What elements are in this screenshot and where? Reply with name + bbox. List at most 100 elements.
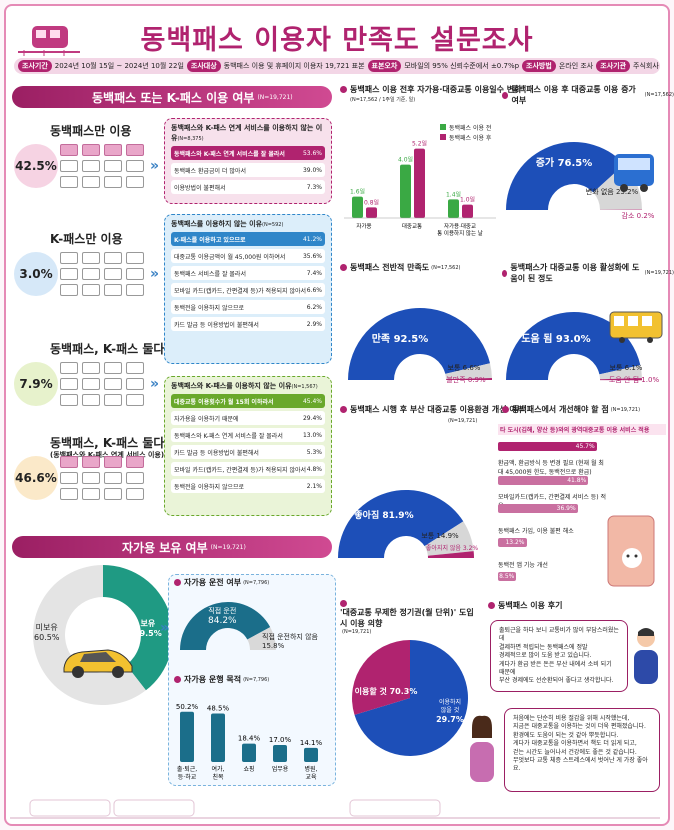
- reason-label: 동백패스와 K-패스 연계 서비스를 잘 몰라서: [174, 432, 283, 440]
- reason-value: 53.6%: [302, 149, 322, 157]
- gauge-label: 좋아지지 않음 3.2%: [426, 544, 478, 552]
- satisfaction-gauge: 만족 92.5% 보통 6.6% 불만족 0.9%: [348, 308, 492, 384]
- purpose-bar-label: 등·하교: [178, 773, 197, 781]
- improve-label: 동백패스 가입, 이용 불편 해소: [498, 528, 574, 535]
- info-text: 모바일의 95% 신뢰수준에서 ±0.7%p: [404, 62, 520, 70]
- purpose-n: (N=7,796): [243, 676, 270, 683]
- pie-slice: [352, 640, 410, 715]
- reason-row: 자가용을 이용하기 때문에 29.4%: [171, 411, 325, 425]
- info-text: 주식회사 서던포스트: [633, 62, 660, 70]
- chart2-title-text: 동백패스 이용 후 대중교통 이용 증가 여부: [511, 85, 636, 105]
- reason-label: 대중교통 이용횟수가 월 15회 이하라서: [174, 398, 274, 406]
- arrow-icon: »: [160, 620, 170, 636]
- bullet-icon: [502, 406, 509, 413]
- chart1-title-text: 동백패스 이용 전후 자가용·대중교통 이용일수 변화: [350, 85, 522, 94]
- car-ownership-donut: [33, 565, 174, 705]
- reason-value: 4.8%: [306, 465, 322, 473]
- reason-row: 대중교통 이용횟수가 월 15회 이하라서 45.4%: [171, 394, 325, 408]
- reason-value: 2.1%: [306, 482, 322, 490]
- gauge-slice: [445, 363, 492, 380]
- improve-bar: 36.9%: [498, 504, 578, 513]
- car-no-value: 60.5%: [34, 633, 60, 642]
- donut-slice-보유: [103, 565, 174, 691]
- reason-row: K-패스를 이용하고 있으므로 41.2%: [171, 232, 325, 246]
- bus-icon: [614, 154, 654, 192]
- review-line: 결제하면 적립되는 동백패스에 정말: [499, 643, 588, 651]
- pie-slice: [354, 640, 468, 756]
- transit-card-icon: [60, 176, 78, 188]
- reason-label: 카드 발급 등 이용방법이 불편해서: [174, 321, 259, 329]
- bullet-icon: [340, 406, 347, 413]
- transit-card-icon: [82, 362, 100, 374]
- improve-list: 타 도시(김해, 양산 등)와의 광역대중교통 이용 서비스 적용 45.7% 환급…: [498, 420, 668, 590]
- purpose-bar-label: 업무용: [272, 765, 289, 773]
- reason-label: 카드 발급 등 이용방법이 불편해서: [174, 449, 259, 457]
- reason-value: 39.0%: [302, 166, 322, 174]
- reason-title-text: 동백패스와 K-패스 연계 서비스를 이용하지 않는 이유: [171, 124, 323, 142]
- info-tag: 조사대상: [186, 60, 221, 72]
- legend-before-text: 동백패스 이용 전: [449, 125, 492, 132]
- transit-card-icon: [60, 252, 78, 264]
- environment-gauge: 좋아짐 81.9% 보통 14.9% 좋아지지 않음 3.2%: [338, 490, 478, 558]
- review-line: 지금은 대중교통을 이용하는 것이 더욱 편해졌습니다.: [513, 723, 646, 731]
- chart4-title-text: 동백패스가 대중교통 이용 활성화에 도움이 된 정도: [510, 263, 640, 283]
- car-icon: [63, 649, 133, 678]
- usage-title: 동백패스 또는 K-패스 이용 여부: [92, 90, 255, 105]
- gauge-label: 만족 92.5%: [372, 332, 429, 345]
- chart6-title: 동백패스에서 개선해야 할 점 (N=19,721): [502, 404, 640, 415]
- days-bar: [352, 196, 363, 218]
- reason-value: 29.4%: [302, 414, 322, 422]
- info-tag: 표본오차: [367, 60, 402, 72]
- reason-label: 동백전을 이용하지 않으므로: [174, 483, 245, 491]
- transit-card-icon: [104, 472, 122, 484]
- transit-card-icon: [126, 144, 144, 156]
- reason-value: 35.6%: [302, 252, 322, 260]
- bullet-icon: [340, 264, 347, 271]
- card-grid: [60, 144, 144, 188]
- transit-card-icon: [126, 362, 144, 374]
- purpose-bar-value: 50.2%: [176, 703, 199, 711]
- transit-card-icon: [60, 268, 78, 280]
- improve-label: 타 도시(김해, 양산 등)와의 광역대중교통 이용 서비스 적용: [498, 424, 666, 435]
- bullet-icon: [340, 600, 347, 607]
- card-grid: [60, 456, 144, 500]
- purpose-bar-label: 쇼핑: [243, 765, 254, 773]
- legend-after: 동백패스 이용 후: [440, 134, 491, 144]
- card-icon: [607, 515, 655, 587]
- reason-n: (N=8,375): [177, 136, 204, 142]
- transit-card-icon: [126, 160, 144, 172]
- reason-row: 모바일 카드(캡카드, 간편결제 등)가 적용되지 않아서 6.6%: [171, 283, 325, 297]
- pie-label: 않을 것: [441, 706, 460, 714]
- transit-card-icon: [126, 268, 144, 280]
- survey-info-bar: 조사기간 2024년 10월 15일 ~ 2024년 10월 22일 조사대상 동백…: [14, 58, 660, 74]
- reason-n: (N=1,567): [291, 384, 318, 390]
- transit-card-icon: [82, 472, 100, 484]
- reason-label: 이용방법이 불편해서: [174, 184, 226, 192]
- days-bar-value: 1.0일: [460, 196, 475, 204]
- transit-card-icon: [126, 378, 144, 390]
- improve-label: 동백전 앱 기능 개선: [498, 562, 548, 569]
- improve-bar: 41.8%: [498, 476, 589, 485]
- gauge-label: 불만족 0.9%: [446, 375, 486, 384]
- days-category-label: 대중교통: [402, 222, 422, 230]
- reason-title-text: 동백패스를 이용하지 않는 이유: [171, 220, 263, 228]
- gauge-slice: [338, 490, 464, 558]
- card-grid: [60, 252, 144, 296]
- gauge-slice: [445, 377, 492, 380]
- pie-label: 이용할 것 70.3%: [355, 686, 418, 696]
- days-bar: [400, 164, 411, 218]
- gauge-label: 보통 6.6%: [448, 364, 481, 372]
- reason-value: 6.2%: [306, 303, 322, 311]
- review-line: 처음에는 단순히 비용 절감을 위해 시작했는데,: [513, 715, 630, 722]
- drive-title: 자가용 운전 여부 (N=7,796): [174, 577, 269, 588]
- reason-box: 동백패스와 K-패스 연계 서비스를 이용하지 않는 이유(N=8,375) 동백…: [164, 118, 332, 204]
- transit-card-icon: [82, 284, 100, 296]
- reason-label: 동백패스와 K-패스 연계 서비스를 잘 몰라서: [174, 150, 285, 158]
- car-title: 자가용 보유 여부: [122, 540, 208, 555]
- gauge-label: 감소 0.2%: [622, 212, 655, 220]
- chart1-legend: 동백패스 이용 전 동백패스 이용 후: [440, 124, 491, 144]
- reason-row: 이용방법이 불편해서 7.3%: [171, 180, 325, 194]
- days-category-label: 통 이용하지 않는 날: [437, 229, 483, 237]
